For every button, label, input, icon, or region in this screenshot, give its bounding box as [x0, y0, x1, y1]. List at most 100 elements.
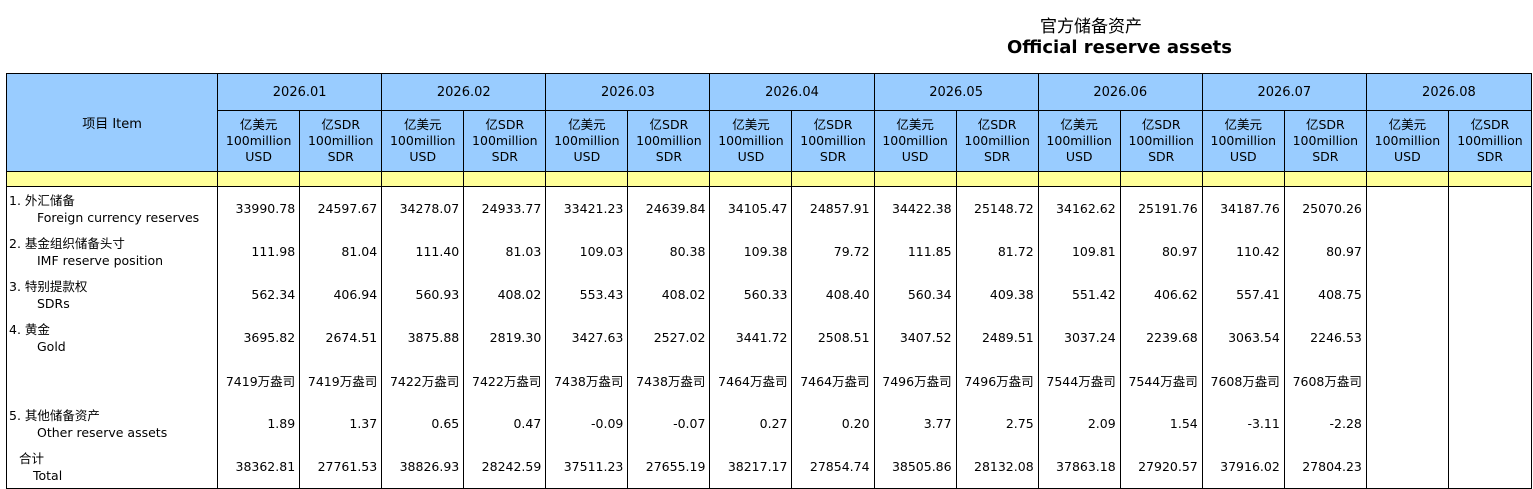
unit-line: 100million	[1128, 133, 1194, 148]
value-cell	[1447, 445, 1533, 489]
unit-line: SDR	[984, 149, 1011, 164]
value-cell: 2.75	[955, 402, 1039, 445]
value-cell	[1447, 316, 1533, 359]
table-row: 7419万盎司 7419万盎司 7422万盎司 7422万盎司 7438万盎司 7438万…	[5, 359, 1533, 402]
unit-line: 100million	[1210, 133, 1277, 148]
value-cell: 3875.88	[381, 316, 464, 359]
unit-line: 100million	[389, 133, 456, 148]
value-cell: 560.93	[381, 273, 464, 316]
value-cell	[1365, 445, 1449, 489]
unit-line: 亿美元	[1060, 117, 1098, 132]
unit-line: 100million	[472, 133, 538, 148]
unit-line: 100million	[718, 133, 784, 148]
unit-header-usd: 亿美元 100million USD	[217, 110, 301, 172]
value-cell: 408.40	[791, 273, 875, 316]
value-cell	[1447, 230, 1533, 273]
value-cell: 408.02	[627, 273, 710, 316]
period-header: 2026.08	[1365, 73, 1533, 111]
row-label-zh: 5. 其他储备资产	[9, 407, 100, 423]
value-cell: 110.42	[1201, 230, 1285, 273]
unit-line: USD	[1065, 149, 1093, 164]
unit-line: SDR	[491, 149, 518, 164]
value-cell: 553.43	[545, 273, 628, 316]
reserve-assets-table: 项目 Item 2026.01 2026.02 2026.03 2026.04 2026…	[5, 73, 1533, 489]
value-cell: 7464万盎司	[709, 359, 792, 402]
unit-line: 100million	[882, 133, 948, 148]
value-cell: 109.03	[545, 230, 628, 273]
value-cell: 409.38	[955, 273, 1039, 316]
value-cell: 27655.19	[627, 445, 710, 489]
value-cell: 34278.07	[381, 186, 464, 230]
unit-header-sdr: 亿SDR 100million SDR	[1119, 110, 1203, 172]
unit-line: SDR	[1148, 149, 1175, 164]
value-cell: 28132.08	[955, 445, 1039, 489]
value-cell: 1.89	[217, 402, 300, 445]
unit-line: USD	[573, 149, 601, 164]
value-cell: 24597.67	[299, 186, 382, 230]
unit-line: 亿SDR	[977, 117, 1017, 132]
unit-line: SDR	[819, 149, 847, 164]
value-cell: 27804.23	[1283, 445, 1367, 489]
value-cell	[1447, 273, 1533, 316]
value-cell: 2674.51	[299, 316, 382, 359]
unit-header-usd: 亿美元 100million USD	[1365, 110, 1449, 172]
row-label-en: Foreign currency reserves	[37, 209, 200, 225]
value-cell: 27920.57	[1119, 445, 1203, 489]
row-label: 4. 黄金 Gold	[5, 316, 218, 359]
value-cell: 2508.51	[791, 316, 875, 359]
value-cell: 560.33	[709, 273, 792, 316]
value-cell: 24857.91	[791, 186, 875, 230]
value-cell: 0.47	[463, 402, 546, 445]
value-cell	[1365, 273, 1449, 316]
value-cell	[1365, 359, 1449, 402]
period-header: 2026.05	[873, 73, 1039, 111]
value-cell: 3037.24	[1037, 316, 1121, 359]
unit-line: 100million	[225, 133, 292, 148]
row-label	[5, 359, 218, 402]
value-cell: 557.41	[1201, 273, 1285, 316]
value-cell: 7608万盎司	[1201, 359, 1285, 402]
value-cell: -0.09	[545, 402, 628, 445]
table-row: 1. 外汇储备 Foreign currency reserves 33990.78…	[5, 186, 1533, 230]
value-cell: 2489.51	[955, 316, 1039, 359]
unit-line: USD	[901, 149, 929, 164]
value-cell: 24933.77	[463, 186, 546, 230]
value-cell: 80.97	[1283, 230, 1367, 273]
value-cell: 3441.72	[709, 316, 792, 359]
value-cell: -0.07	[627, 402, 710, 445]
unit-line: 100million	[1374, 133, 1441, 148]
unit-line: USD	[737, 149, 765, 164]
value-cell: -2.28	[1283, 402, 1367, 445]
value-cell: 3407.52	[873, 316, 957, 359]
unit-header-sdr: 亿SDR 100million SDR	[627, 110, 711, 172]
value-cell: 34105.47	[709, 186, 792, 230]
value-cell: 111.85	[873, 230, 957, 273]
row-label-zh: 3. 特别提款权	[9, 278, 88, 294]
value-cell: 38362.81	[217, 445, 300, 489]
value-cell: 562.34	[217, 273, 300, 316]
value-cell: 0.65	[381, 402, 464, 445]
row-label: 5. 其他储备资产 Other reserve assets	[5, 402, 218, 445]
period-header: 2026.07	[1201, 73, 1367, 111]
page-title-zh: 官方储备资产	[1040, 17, 1142, 37]
value-cell	[1365, 402, 1449, 445]
period-header: 2026.03	[545, 73, 711, 111]
value-cell: 28242.59	[463, 445, 546, 489]
value-cell: 33421.23	[545, 186, 628, 230]
row-label: 3. 特别提款权 SDRs	[5, 273, 218, 316]
value-cell: 2819.30	[463, 316, 546, 359]
value-cell: 7438万盎司	[545, 359, 628, 402]
unit-header-sdr: 亿SDR 100million SDR	[791, 110, 875, 172]
value-cell: 80.38	[627, 230, 710, 273]
unit-line: 亿SDR	[1470, 117, 1510, 132]
value-cell	[1365, 186, 1449, 230]
value-cell: 33990.78	[217, 186, 300, 230]
value-cell: 38826.93	[381, 445, 464, 489]
value-cell: 2246.53	[1283, 316, 1367, 359]
value-cell: 81.04	[299, 230, 382, 273]
value-cell: 7544万盎司	[1037, 359, 1121, 402]
unit-header-usd: 亿美元 100million USD	[381, 110, 465, 172]
table-row: 4. 黄金 Gold 3695.82 2674.51 3875.88 2819.30 342…	[5, 316, 1533, 359]
table-row: 合计 Total 38362.81 27761.53 38826.93 28242.59 3…	[5, 445, 1533, 489]
unit-line: 亿SDR	[813, 117, 853, 132]
